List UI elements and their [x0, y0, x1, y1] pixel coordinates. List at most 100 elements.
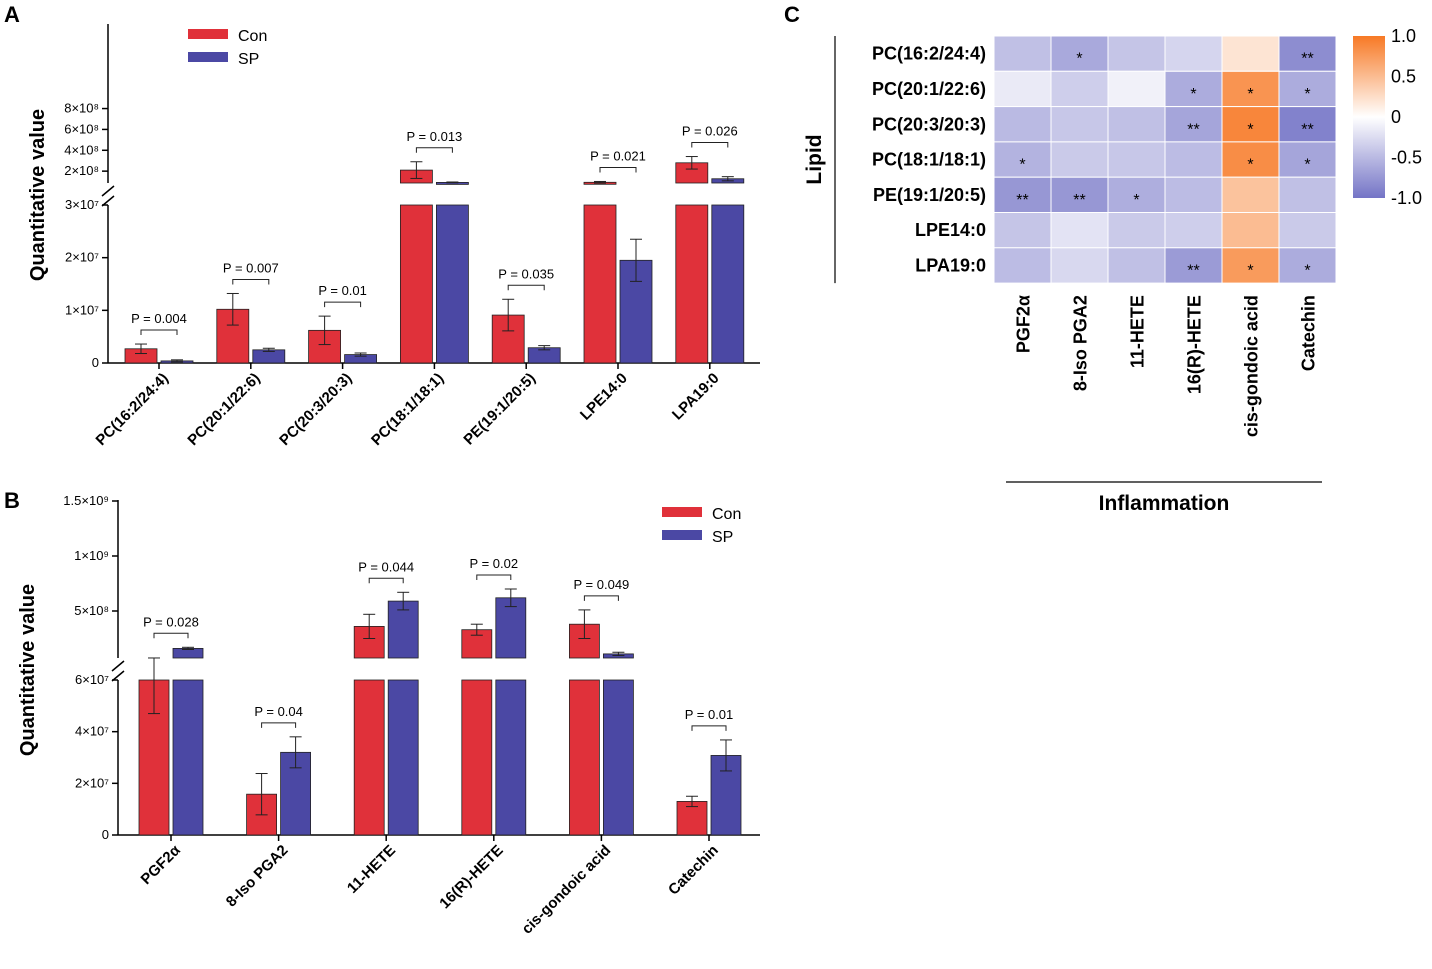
significance-bracket — [691, 725, 727, 731]
y-axis-title: Quantitative value — [17, 584, 39, 756]
legend-swatch-sp — [662, 530, 702, 540]
panel-label-a: A — [4, 2, 20, 27]
y-tick-label-lower: 1×10⁷ — [65, 302, 99, 317]
heatmap-cell — [1278, 247, 1337, 284]
p-value-label: P = 0.049 — [574, 577, 630, 592]
axis-break-mark — [101, 185, 115, 197]
y-tick-label-lower: 2×10⁷ — [65, 250, 99, 265]
significance-star: * — [1247, 86, 1253, 103]
bar-sp — [711, 204, 745, 364]
heatmap-cell — [1278, 70, 1337, 108]
heatmap-column-label: 11-HETE — [1128, 295, 1148, 368]
significance-bracket — [507, 284, 545, 291]
heatmap-column-label: cis-gondoic acid — [1242, 295, 1262, 437]
x-category-label: PC(16:2/24:4) — [93, 370, 172, 449]
heatmap-cell — [993, 212, 1052, 249]
y-tick-label-lower: 2×10⁷ — [75, 775, 109, 790]
significance-star: ** — [1301, 121, 1313, 138]
heatmap-cell — [1221, 106, 1280, 143]
significance-bracket — [232, 278, 270, 285]
p-value-label: P = 0.007 — [223, 260, 279, 275]
y-tick-label-lower: 0 — [102, 827, 109, 842]
significance-star: * — [1247, 157, 1253, 174]
significance-bracket — [599, 166, 637, 173]
significance-star: * — [1133, 192, 1139, 209]
heatmap-cell — [1278, 176, 1337, 213]
heatmap-cell — [1050, 141, 1109, 178]
legend-swatch-sp — [188, 52, 228, 62]
p-value-label: P = 0.013 — [407, 129, 463, 144]
y-tick-label-upper: 4×10⁸ — [64, 142, 99, 157]
significance-bracket — [140, 329, 178, 336]
x-category-label: 16(R)-HETE — [436, 842, 506, 912]
bar-sp — [172, 679, 204, 836]
x-category-label: PGF2α — [138, 841, 185, 888]
heatmap-cell — [1107, 106, 1166, 143]
heatmap-column-label: 8-Iso PGA2 — [1071, 295, 1091, 391]
significance-bracket — [324, 301, 362, 308]
panel-label-c: C — [784, 2, 800, 27]
significance-star: * — [1304, 86, 1310, 103]
heatmap-cell — [1278, 106, 1337, 143]
heatmap-cell — [993, 106, 1052, 143]
significance-star: ** — [1301, 51, 1313, 68]
heatmap-cell — [1164, 141, 1223, 178]
p-value-label: P = 0.028 — [143, 614, 199, 629]
legend-label-con: Con — [712, 506, 741, 523]
bar-con — [675, 204, 709, 364]
significance-star: ** — [1073, 192, 1085, 209]
x-category-label: PC(20:3/20:3) — [276, 370, 355, 449]
heatmap-column-label: Catechin — [1299, 295, 1319, 371]
heatmap-cell — [1050, 176, 1109, 213]
heatmap-cell — [993, 70, 1052, 108]
heatmap-cell — [1107, 247, 1166, 284]
p-value-label: P = 0.004 — [131, 311, 187, 326]
heatmap-cell — [1164, 212, 1223, 249]
significance-bracket — [583, 595, 619, 601]
significance-star: * — [1247, 262, 1253, 279]
chart-c: * **PC(16:2/24:4)* * *PC(20:1/22:6)** * **PC(… — [803, 26, 1422, 515]
bar-sp — [387, 679, 419, 836]
legend-label-sp: SP — [238, 51, 259, 68]
heatmap-cell — [1107, 141, 1166, 178]
heatmap-row-label: PC(18:1/18:1) — [872, 150, 986, 170]
p-value-label: P = 0.04 — [254, 704, 303, 719]
heatmap-row-label: LPE14:0 — [915, 220, 986, 240]
bar-con — [353, 679, 385, 836]
p-value-label: P = 0.021 — [590, 148, 646, 163]
legend-label-con: Con — [238, 28, 267, 45]
heatmap-cell — [1050, 70, 1109, 108]
significance-star: * — [1076, 51, 1082, 68]
y-tick-label-upper: 6×10⁸ — [64, 121, 99, 136]
bar-sp — [435, 204, 469, 364]
x-category-label: LPA19:0 — [669, 370, 723, 424]
axis-break-mark — [111, 660, 125, 672]
heatmap-row-label: LPA19:0 — [915, 255, 986, 275]
y-axis-title: Quantitative value — [27, 109, 49, 281]
y-tick-label-lower: 4×10⁷ — [75, 724, 109, 739]
heatmap-column-label: 16(R)-HETE — [1185, 295, 1205, 394]
heatmap-cell — [1221, 35, 1280, 72]
p-value-label: P = 0.01 — [685, 707, 734, 722]
y-tick-label-upper: 8×10⁸ — [64, 101, 99, 116]
heatmap-row-label: PC(20:3/20:3) — [872, 114, 986, 134]
heatmap-cell — [1278, 212, 1337, 249]
x-category-label: LPE14:0 — [577, 370, 631, 424]
x-category-label: 8-Iso PGA2 — [223, 842, 292, 911]
colorbar-tick-label: -1.0 — [1391, 188, 1422, 208]
heatmap-cell — [1221, 212, 1280, 249]
heatmap-cell — [993, 141, 1052, 178]
heatmap-cell — [1107, 212, 1166, 249]
bar-con — [569, 679, 600, 836]
colorbar-tick-label: 0 — [1391, 107, 1401, 127]
legend-swatch-con — [662, 507, 702, 517]
y-tick-label-upper: 5×10⁸ — [74, 603, 109, 618]
x-category-label: 11-HETE — [344, 842, 399, 897]
bar-con — [583, 204, 617, 364]
x-category-label: cis-gondoic acid — [519, 842, 615, 938]
colorbar-tick-label: 1.0 — [1391, 26, 1416, 46]
y-tick-label-upper: 2×10⁸ — [64, 163, 99, 178]
bar-sp — [603, 679, 634, 836]
heatmap-cell — [993, 35, 1052, 72]
